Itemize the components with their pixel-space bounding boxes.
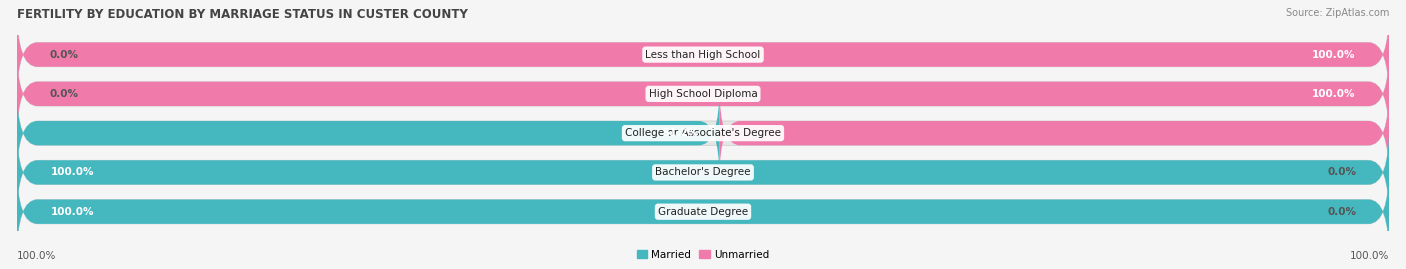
FancyBboxPatch shape <box>17 47 1389 141</box>
FancyBboxPatch shape <box>17 165 1389 259</box>
Text: 100.0%: 100.0% <box>1350 251 1389 261</box>
Text: 0.0%: 0.0% <box>49 89 79 99</box>
Text: 0.0%: 0.0% <box>49 49 79 60</box>
Text: Less than High School: Less than High School <box>645 49 761 60</box>
FancyBboxPatch shape <box>17 8 1389 101</box>
Text: College or Associate's Degree: College or Associate's Degree <box>626 128 780 138</box>
Text: 0.0%: 0.0% <box>1327 167 1357 178</box>
Text: High School Diploma: High School Diploma <box>648 89 758 99</box>
Text: FERTILITY BY EDUCATION BY MARRIAGE STATUS IN CUSTER COUNTY: FERTILITY BY EDUCATION BY MARRIAGE STATU… <box>17 8 468 21</box>
FancyBboxPatch shape <box>17 86 720 180</box>
FancyBboxPatch shape <box>17 86 1389 180</box>
FancyBboxPatch shape <box>17 47 1389 141</box>
Legend: Married, Unmarried: Married, Unmarried <box>633 245 773 264</box>
Text: 100.0%: 100.0% <box>1312 49 1355 60</box>
Text: 100.0%: 100.0% <box>17 251 56 261</box>
Text: 100.0%: 100.0% <box>51 207 94 217</box>
FancyBboxPatch shape <box>17 165 1389 259</box>
FancyBboxPatch shape <box>17 126 1389 219</box>
Text: Bachelor's Degree: Bachelor's Degree <box>655 167 751 178</box>
Text: 100.0%: 100.0% <box>51 167 94 178</box>
Text: 0.0%: 0.0% <box>1327 207 1357 217</box>
FancyBboxPatch shape <box>720 86 1389 180</box>
Text: 51.2%: 51.2% <box>662 128 699 138</box>
Text: Graduate Degree: Graduate Degree <box>658 207 748 217</box>
Text: 100.0%: 100.0% <box>1312 89 1355 99</box>
Text: Source: ZipAtlas.com: Source: ZipAtlas.com <box>1285 8 1389 18</box>
FancyBboxPatch shape <box>17 8 1389 101</box>
FancyBboxPatch shape <box>17 126 1389 219</box>
